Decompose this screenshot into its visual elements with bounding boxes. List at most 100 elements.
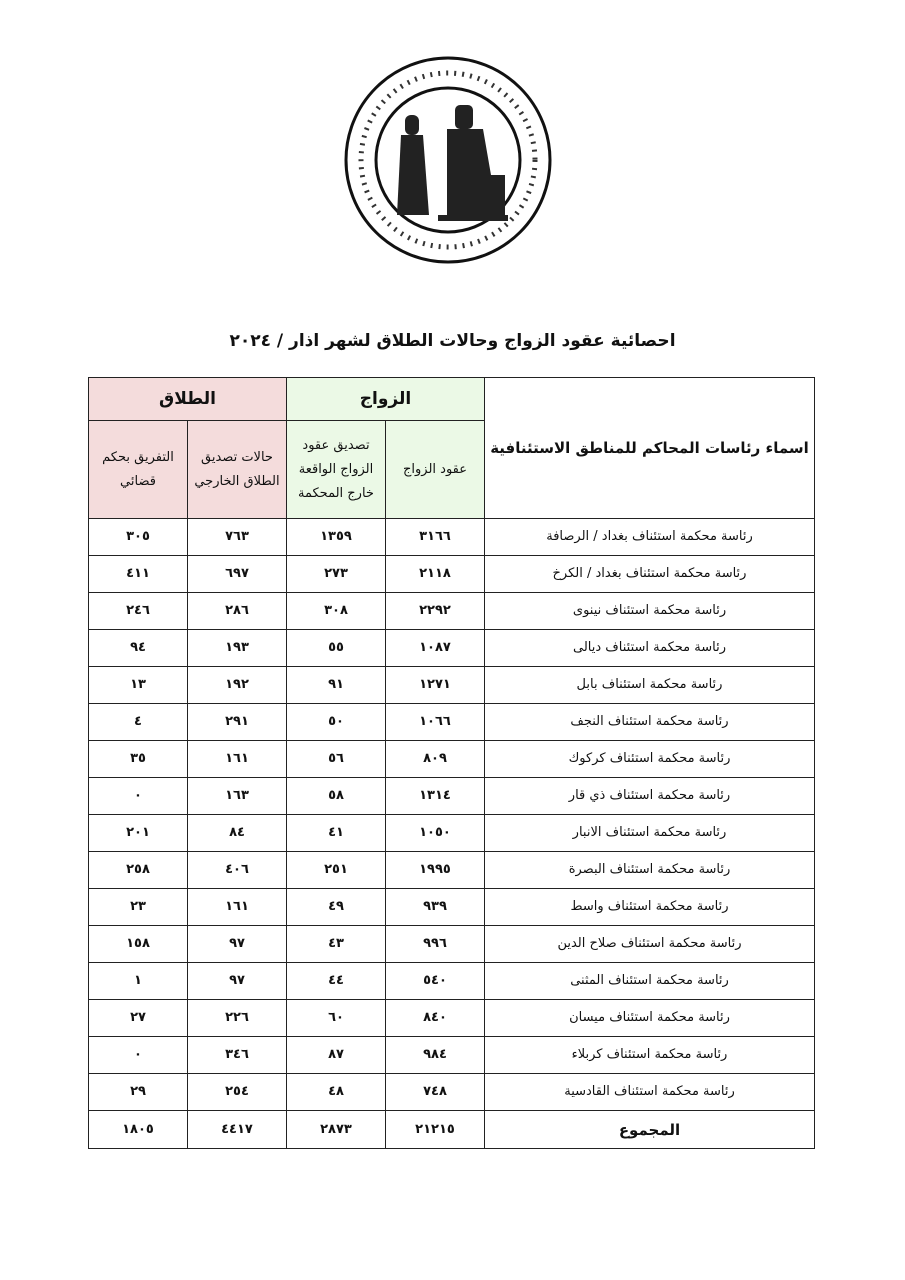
- marriage-contracts: ٨٤٠: [385, 999, 485, 1037]
- marriage-ratification: ٣٠٨: [286, 592, 386, 630]
- marriage-contracts: ١٠٦٦: [385, 703, 485, 741]
- table-row: رئاسة محكمة استئناف نينوى ٢٢٩٢ ٣٠٨ ٢٨٦ ٢٤٦: [88, 592, 815, 630]
- supreme-judicial-council-seal: [344, 56, 552, 264]
- divorce-ratification: ١٦١: [187, 740, 287, 778]
- divorce-ratification: ١٩٣: [187, 629, 287, 667]
- marriage-ratification: ٤٩: [286, 888, 386, 926]
- judicial-separation: ٩٤: [88, 629, 188, 667]
- marriage-contracts: ٢٢٩٢: [385, 592, 485, 630]
- divorce-ratification: ١٦٣: [187, 777, 287, 815]
- marriage-contracts: ١٢٧١: [385, 666, 485, 704]
- marriage-contracts: ٩٨٤: [385, 1036, 485, 1074]
- table-row: رئاسة محكمة استئناف بغداد / الكرخ ٢١١٨ ٢٧٣…: [88, 555, 815, 593]
- marriage-ratification: ٢٧٣: [286, 555, 386, 593]
- header-divorce-group: الطلاق: [88, 377, 287, 421]
- marriage-ratification: ٩١: [286, 666, 386, 704]
- divorce-ratification: ٨٤: [187, 814, 287, 852]
- court-name: رئاسة محكمة استئناف ميسان: [484, 999, 815, 1037]
- marriage-contracts: ٩٩٦: [385, 925, 485, 963]
- judicial-separation: ٤: [88, 703, 188, 741]
- header-judicial-separation: التفريق بحكم قضائي: [88, 420, 188, 519]
- court-name: رئاسة محكمة استئناف المثنى: [484, 962, 815, 1000]
- divorce-ratification: ٩٧: [187, 962, 287, 1000]
- marriage-ratification: ٢٥١: [286, 851, 386, 889]
- marriage-ratification: ٤٨: [286, 1073, 386, 1111]
- judicial-separation: ٠: [88, 1036, 188, 1074]
- marriage-contracts: ١٠٥٠: [385, 814, 485, 852]
- marriage-contracts: ٣١٦٦: [385, 518, 485, 556]
- court-name: رئاسة محكمة استئناف القادسية: [484, 1073, 815, 1111]
- marriage-ratification: ٦٠: [286, 999, 386, 1037]
- marriage-contracts: ١٩٩٥: [385, 851, 485, 889]
- judicial-separation: ١٥٨: [88, 925, 188, 963]
- marriage-ratification: ٨٧: [286, 1036, 386, 1074]
- court-name: رئاسة محكمة استئناف كربلاء: [484, 1036, 815, 1074]
- judicial-separation: ٢٩: [88, 1073, 188, 1111]
- divorce-ratification: ٢٨٦: [187, 592, 287, 630]
- judicial-separation: ٢٤٦: [88, 592, 188, 630]
- court-name: رئاسة محكمة استئناف ذي قار: [484, 777, 815, 815]
- table-row: رئاسة محكمة استئناف ديالى ١٠٨٧ ٥٥ ١٩٣ ٩٤: [88, 629, 815, 667]
- judicial-separation: ٠: [88, 777, 188, 815]
- header-court-names: اسماء رئاسات المحاكم للمناطق الاستئنافية: [484, 377, 815, 519]
- divorce-ratification: ٧٦٣: [187, 518, 287, 556]
- header-marriage-group: الزواج: [286, 377, 485, 421]
- judicial-separation: ١٣: [88, 666, 188, 704]
- header-divorce-ratification: حالات تصديق الطلاق الخارجي: [187, 420, 287, 519]
- court-name: رئاسة محكمة استئناف النجف: [484, 703, 815, 741]
- judicial-separation: ١: [88, 962, 188, 1000]
- judicial-separation: ٢٣: [88, 888, 188, 926]
- judicial-separation: ٣٥: [88, 740, 188, 778]
- court-name: رئاسة محكمة استئناف بغداد / الكرخ: [484, 555, 815, 593]
- marriage-ratification: ٥٠: [286, 703, 386, 741]
- court-name: رئاسة محكمة استئناف بغداد / الرصافة: [484, 518, 815, 556]
- marriage-ratification: ٤١: [286, 814, 386, 852]
- judicial-separation: ٣٠٥: [88, 518, 188, 556]
- table-row: رئاسة محكمة استئناف النجف ١٠٦٦ ٥٠ ٢٩١ ٤: [88, 703, 815, 741]
- divorce-ratification: ١٩٢: [187, 666, 287, 704]
- marriage-contracts: ٨٠٩: [385, 740, 485, 778]
- header-marriage-ratification: تصديق عقود الزواج الواقعة خارج المحكمة: [286, 420, 386, 519]
- marriage-ratification: ٥٨: [286, 777, 386, 815]
- court-name: رئاسة محكمة استئناف كركوك: [484, 740, 815, 778]
- table-row: رئاسة محكمة استئناف بغداد / الرصافة ٣١٦٦ ١…: [88, 518, 815, 556]
- marriage-contracts: ٢١١٨: [385, 555, 485, 593]
- divorce-ratification: ١٦١: [187, 888, 287, 926]
- table-row: رئاسة محكمة استئناف المثنى ٥٤٠ ٤٤ ٩٧ ١: [88, 962, 815, 1000]
- divorce-ratification: ٢٥٤: [187, 1073, 287, 1111]
- header-marriage-contracts: عقود الزواج: [385, 420, 485, 519]
- total-marriage-ratification: ٢٨٧٣: [286, 1110, 386, 1149]
- table-row: رئاسة محكمة استئناف كركوك ٨٠٩ ٥٦ ١٦١ ٣٥: [88, 740, 815, 778]
- table-row: رئاسة محكمة استئناف البصرة ١٩٩٥ ٢٥١ ٤٠٦ ٢٥٨: [88, 851, 815, 889]
- divorce-ratification: ٣٤٦: [187, 1036, 287, 1074]
- marriage-ratification: ٥٦: [286, 740, 386, 778]
- court-name: رئاسة محكمة استئناف الانبار: [484, 814, 815, 852]
- table-row: رئاسة محكمة استئناف صلاح الدين ٩٩٦ ٤٣ ٩٧ ١٥٨: [88, 925, 815, 963]
- court-name: رئاسة محكمة استئناف واسط: [484, 888, 815, 926]
- page-title: احصائية عقود الزواج وحالات الطلاق لشهر ا…: [229, 331, 676, 351]
- court-name: رئاسة محكمة استئناف البصرة: [484, 851, 815, 889]
- marriage-ratification: ٥٥: [286, 629, 386, 667]
- judicial-separation: ٢٧: [88, 999, 188, 1037]
- marriage-contracts: ١٠٨٧: [385, 629, 485, 667]
- table-row: رئاسة محكمة استئناف القادسية ٧٤٨ ٤٨ ٢٥٤ ٢٩: [88, 1073, 815, 1111]
- marriage-contracts: ١٣١٤: [385, 777, 485, 815]
- marriage-contracts: ٥٤٠: [385, 962, 485, 1000]
- marriage-contracts: ٧٤٨: [385, 1073, 485, 1111]
- divorce-ratification: ٢٩١: [187, 703, 287, 741]
- statistics-table: اسماء رئاسات المحاكم للمناطق الاستئنافية…: [88, 377, 815, 1149]
- judicial-separation: ٢٥٨: [88, 851, 188, 889]
- marriage-ratification: ٤٤: [286, 962, 386, 1000]
- divorce-ratification: ٤٠٦: [187, 851, 287, 889]
- judicial-separation: ٢٠١: [88, 814, 188, 852]
- divorce-ratification: ٢٢٦: [187, 999, 287, 1037]
- table-row: رئاسة محكمة استئناف ذي قار ١٣١٤ ٥٨ ١٦٣ ٠: [88, 777, 815, 815]
- total-divorce-ratification: ٤٤١٧: [187, 1110, 287, 1149]
- court-name: رئاسة محكمة استئناف نينوى: [484, 592, 815, 630]
- court-name: رئاسة محكمة استئناف بابل: [484, 666, 815, 704]
- divorce-ratification: ٩٧: [187, 925, 287, 963]
- total-judicial-separation: ١٨٠٥: [88, 1110, 188, 1149]
- court-name: رئاسة محكمة استئناف ديالى: [484, 629, 815, 667]
- total-marriage-contracts: ٢١٢١٥: [385, 1110, 485, 1149]
- marriage-ratification: ٤٣: [286, 925, 386, 963]
